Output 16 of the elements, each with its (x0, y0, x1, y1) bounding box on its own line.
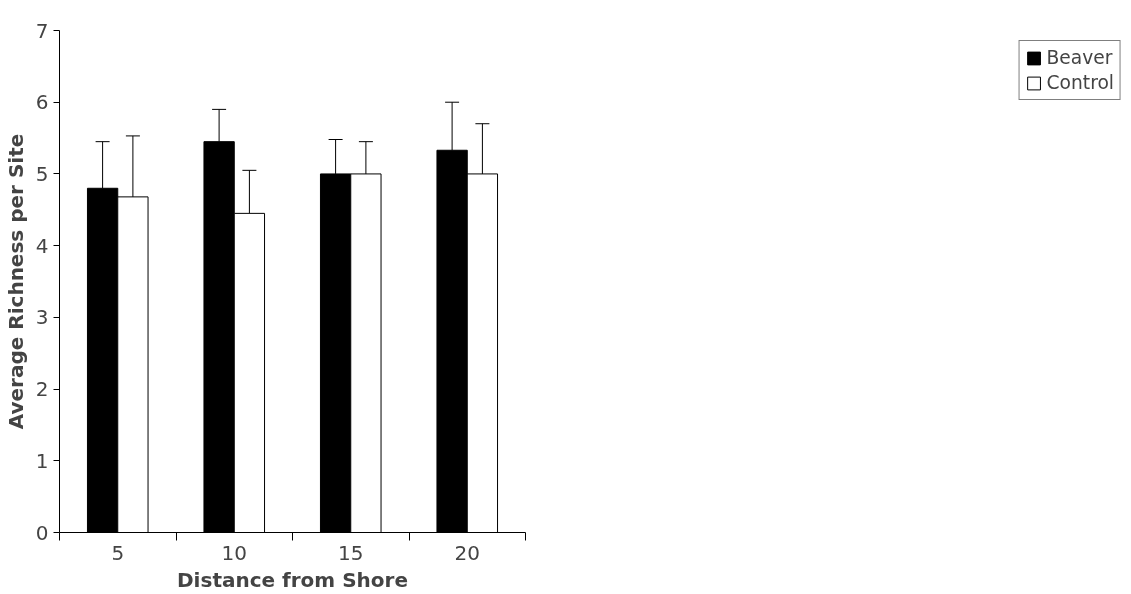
x-axis-title: Distance from Shore (177, 567, 408, 592)
x-tick-label: 10 (221, 540, 247, 565)
y-tick-label: 7 (35, 18, 49, 43)
x-tick-label: 20 (454, 540, 480, 565)
y-tick-label: 4 (35, 233, 49, 258)
x-tick-label: 5 (111, 540, 125, 565)
y-axis-title: Average Richness per Site (3, 133, 28, 430)
y-tick-label: 0 (35, 520, 49, 545)
y-tick-label: 1 (35, 448, 49, 473)
x-tick-label: 15 (338, 540, 364, 565)
y-tick-label: 3 (35, 305, 49, 330)
y-tick-label: 2 (35, 377, 49, 402)
y-tick-label: 5 (35, 161, 49, 186)
y-tick-label: 6 (35, 90, 49, 115)
legend-label: Control (1046, 72, 1114, 93)
legend-label: Beaver (1046, 47, 1113, 68)
